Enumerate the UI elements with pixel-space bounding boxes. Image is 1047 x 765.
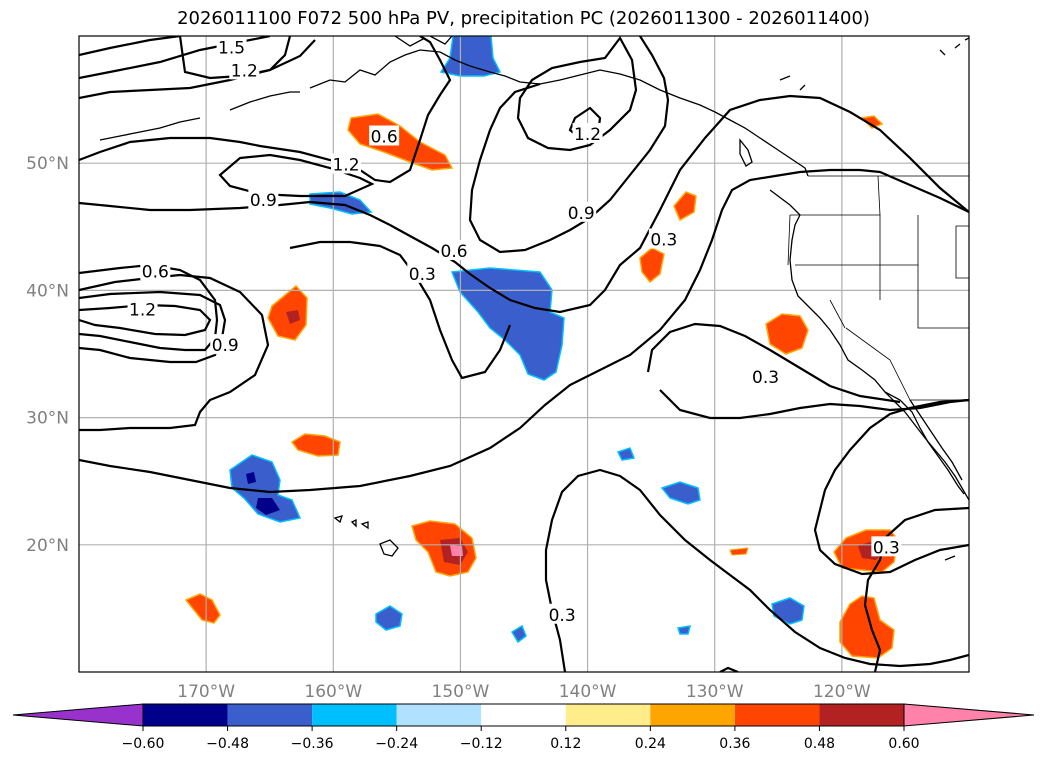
contour-label-background [572,122,603,143]
contour-label: 0.3 [650,231,677,251]
contour-label: 0.9 [250,191,277,211]
negative-precip-area [375,605,403,631]
colorbar-tick-label: −0.48 [206,736,249,752]
contour-label: 0.3 [409,265,436,285]
colorbar-tick-label: −0.60 [122,736,165,752]
longitude-tick-label: 140°W [559,682,617,702]
contour-label: 1.2 [574,125,601,145]
negative-precip-area [677,625,692,635]
colorbar-tick-label: −0.24 [375,736,418,752]
longitude-tick-label: 130°W [686,682,744,702]
contour-label: 0.6 [371,127,398,147]
longitude-tick-label: 150°W [432,682,490,702]
colorbar-tick-label: −0.12 [460,736,503,752]
positive-precip-area [290,433,341,457]
positive-precip-area [673,191,697,222]
alaska-coastline [309,49,809,177]
contour-label-background [750,365,781,386]
contour-label: 0.9 [212,336,239,356]
contour-label: 1.2 [231,61,258,81]
contour-label-background [331,153,361,174]
contour-label-background [216,36,247,57]
negative-precip-area [450,267,565,381]
map-axis-labels: 170°W 160°W 150°W 140°W 130°W 120°W 20°N 30°N 40… [26,154,871,702]
contour-label-background [229,59,260,80]
positive-precip-area [765,313,809,355]
colorbar-segment [481,704,566,726]
latitude-tick-label: 50°N [26,154,69,174]
contour-label: 0.6 [441,242,468,262]
contour-label: 1.5 [218,38,245,58]
colorbar-segment [143,704,228,726]
colorbar-segment [650,704,735,726]
negative-precip-area [660,481,701,505]
positive-precip-area [184,593,221,624]
map-plot-area: 1.51.20.61.20.90.61.20.90.60.31.20.90.30… [79,36,969,672]
negative-precip-area [229,454,302,523]
negative-precip-core [256,498,280,515]
colorbar-segment [565,704,651,726]
colorbar-segment [819,704,904,726]
contour-label: 0.9 [568,204,595,224]
map-title: 2026011100 F072 500 hPa PV, precipitatio… [177,8,870,29]
colorbar: −0.60 −0.48 −0.36 −0.24 −0.12 0.12 0.24 0.36 0.4… [12,703,1035,752]
positive-precip-area [839,595,895,659]
longitude-tick-label: 170°W [177,682,235,702]
latitude-tick-label: 30°N [26,409,69,429]
baja-coastline [884,391,965,495]
positive-precip-core [286,310,300,324]
coastlines [99,36,969,561]
contour-label-background [547,603,578,624]
contour-label-background [369,125,400,146]
contour-label-background [127,298,158,319]
latitude-tick-label: 20°N [26,536,69,556]
contour-label: 0.3 [752,368,779,388]
colorbar-segment [396,704,482,726]
contour-label-background [407,262,438,283]
contour-label-background [648,228,679,249]
colorbar-tick-label: 0.48 [804,736,835,752]
contour-label-background [871,536,902,557]
colorbar-tick-label: −0.36 [291,736,334,752]
negative-precip-core [246,472,256,484]
colorbar-frame [142,703,905,727]
contour-label: 1.2 [332,155,359,175]
positive-precip-area [729,547,749,556]
colorbar-tick-label: 0.12 [550,736,581,752]
contour-label-background [210,334,241,355]
colorbar-segment [227,704,313,726]
pv-contour-labels: 1.51.20.61.20.90.61.20.90.60.31.20.90.30… [127,36,902,626]
contour-label: 1.2 [129,300,156,320]
contour-label-background [140,260,171,281]
latitude-tick-label: 40°N [26,281,69,301]
contour-label-background [566,201,597,222]
contour-label-background [248,189,279,210]
contour-label: 0.6 [142,262,169,282]
negative-precip-area [510,624,527,644]
negative-precip-area [439,36,502,77]
longitude-tick-label: 120°W [813,682,871,702]
colorbar-segment [734,704,820,726]
colorbar-extend-high [903,703,1035,727]
hawaii-coastline [379,539,399,557]
positive-precip-area [860,115,884,129]
colorbar-segment [312,704,397,726]
positive-precip-peak [450,545,463,556]
contour-label-background [439,239,470,260]
colorbar-extend-low [12,703,144,727]
map-frame [78,35,970,673]
colorbar-tick-label: 0.36 [719,736,750,752]
contour-label: 0.3 [873,538,900,558]
us-west-coastline [789,214,969,501]
colorbar-tick-label: 0.24 [635,736,666,752]
negative-precip-area [616,447,636,461]
colorbar-tick-label: 0.60 [888,736,919,752]
contour-label: 0.3 [549,606,576,626]
longitude-tick-label: 160°W [304,682,362,702]
